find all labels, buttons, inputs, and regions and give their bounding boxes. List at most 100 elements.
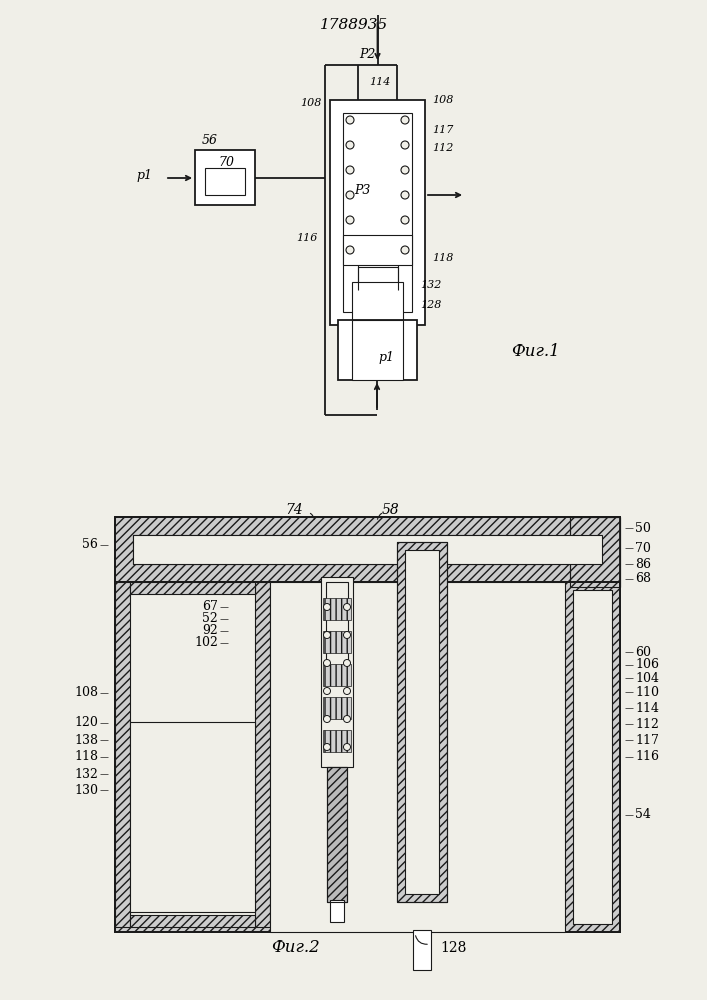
Bar [323,730,351,752]
Bar [130,915,255,927]
Text: 70: 70 [218,155,234,168]
Bar [338,320,417,380]
Text: 110: 110 [635,686,659,698]
Text: 116: 116 [297,233,318,243]
Bar [323,664,351,686]
Circle shape [344,660,351,666]
Bar [255,582,270,927]
Bar [352,320,403,380]
Text: 132: 132 [420,280,441,290]
Circle shape [344,688,351,694]
Text: 108: 108 [74,686,98,700]
Circle shape [401,246,409,254]
Circle shape [346,216,354,224]
Circle shape [344,744,351,750]
Bar [321,577,353,767]
Text: 102: 102 [194,637,218,650]
Bar [323,598,351,620]
Bar [205,168,245,195]
Text: 128: 128 [420,300,441,310]
Circle shape [346,141,354,149]
Text: 54: 54 [635,808,651,822]
Bar [326,582,348,672]
Text: Фиг.1: Фиг.1 [510,344,559,360]
Text: 132: 132 [74,768,98,780]
Circle shape [324,744,330,750]
Text: 92: 92 [202,624,218,638]
Text: 108: 108 [300,98,322,108]
Text: 117: 117 [635,734,659,746]
Text: 128: 128 [440,941,467,955]
Bar [413,930,431,970]
Circle shape [324,632,330,639]
Bar [115,582,130,927]
Text: 70: 70 [635,542,651,554]
Text: 104: 104 [635,672,659,684]
Bar [330,100,425,325]
Circle shape [324,716,330,722]
Bar [570,517,620,587]
Circle shape [324,603,330,610]
Circle shape [346,166,354,174]
Circle shape [344,603,351,610]
Text: 118: 118 [74,750,98,764]
Bar [323,697,351,719]
Text: P2: P2 [359,47,375,60]
Text: 60: 60 [635,646,651,658]
Circle shape [324,660,330,666]
Circle shape [401,141,409,149]
Bar [565,582,620,932]
Bar [327,767,347,902]
Text: 117: 117 [432,125,453,135]
Text: 67: 67 [202,600,218,613]
Bar [115,582,620,932]
Bar [115,517,620,582]
Bar [405,550,439,894]
Text: 1788935: 1788935 [320,18,388,32]
Text: 68: 68 [635,572,651,585]
Bar [397,542,447,902]
Text: 108: 108 [432,95,453,105]
Text: P3: P3 [354,184,370,196]
Text: 56: 56 [82,538,98,552]
Text: 130: 130 [74,784,98,796]
Text: 74: 74 [285,503,303,517]
Bar [270,582,565,932]
Text: 106: 106 [635,658,659,672]
Bar [130,582,255,594]
Bar [327,767,347,902]
Text: 118: 118 [432,253,453,263]
Text: 138: 138 [74,734,98,746]
Circle shape [401,191,409,199]
Bar [326,582,348,672]
Circle shape [346,246,354,254]
Circle shape [324,688,330,694]
Text: 112: 112 [635,718,659,730]
Circle shape [346,116,354,124]
Bar [133,535,552,564]
Text: 50: 50 [635,522,651,534]
Bar [570,517,620,587]
Text: 58: 58 [382,503,399,517]
Bar [343,113,412,312]
Bar [352,282,403,320]
Bar [573,590,612,924]
Bar [130,722,255,912]
Text: 112: 112 [432,143,453,153]
Text: 116: 116 [635,750,659,764]
Text: p1: p1 [378,351,394,363]
Circle shape [344,632,351,639]
Bar [115,582,270,927]
Bar [397,542,447,902]
Circle shape [401,166,409,174]
Circle shape [346,191,354,199]
Bar [330,900,344,922]
Text: 114: 114 [369,77,391,87]
Circle shape [344,716,351,722]
Text: 120: 120 [74,716,98,730]
Bar [133,535,602,564]
Circle shape [401,216,409,224]
Bar [195,150,255,205]
Bar [115,517,620,582]
Text: 56: 56 [202,133,218,146]
